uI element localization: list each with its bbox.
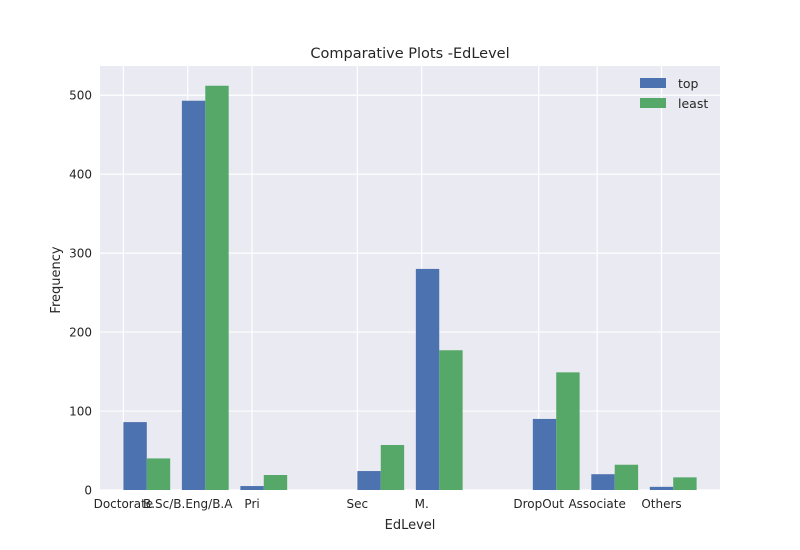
x-tick-label: M. (415, 497, 429, 511)
bar-least-1 (205, 85, 229, 491)
legend-label-least: least (678, 96, 708, 111)
x-tick-label: B.Sc/B.Eng/B.A (143, 497, 233, 511)
bar-top-9 (649, 486, 674, 490)
bar-top-7 (532, 418, 557, 490)
x-tick-label: Pri (244, 497, 259, 511)
bar-least-0 (146, 458, 171, 490)
bar-least-4 (380, 444, 405, 490)
y-tick-label: 400 (69, 168, 92, 182)
legend-swatch-least (640, 98, 666, 108)
x-tick-label: Others (641, 497, 681, 511)
x-tick-label: Doctorate (94, 497, 154, 511)
x-tick-label: Sec (347, 497, 369, 511)
x-axis-label: EdLevel (385, 518, 436, 533)
bar-least-2 (263, 474, 288, 490)
bar-top-4 (357, 471, 381, 490)
y-tick-label: 0 (84, 484, 92, 498)
bar-top-1 (181, 100, 206, 491)
legend: top least (640, 76, 708, 111)
bar-least-9 (673, 477, 697, 490)
bar-top-5 (415, 268, 440, 490)
x-tick-label: DropOut (513, 497, 564, 511)
legend-label-top: top (678, 76, 699, 91)
bars (123, 85, 697, 491)
y-tick-label: 100 (69, 405, 92, 419)
y-axis-label: Frequency (49, 246, 64, 313)
bar-top-0 (123, 422, 147, 490)
bar-top-8 (591, 474, 615, 490)
y-tick-label: 500 (69, 89, 92, 103)
bar-least-5 (439, 350, 463, 490)
bar-least-8 (614, 464, 639, 490)
y-tick-label: 200 (69, 326, 92, 340)
legend-swatch-top (640, 78, 666, 88)
bar-least-7 (556, 372, 580, 490)
y-axis-ticks: 0 100 200 300 400 500 (69, 89, 92, 498)
chart-title: Comparative Plots -EdLevel (310, 46, 509, 62)
bar-top-2 (240, 486, 264, 490)
x-tick-label: Associate (568, 497, 625, 511)
y-tick-label: 300 (69, 247, 92, 261)
